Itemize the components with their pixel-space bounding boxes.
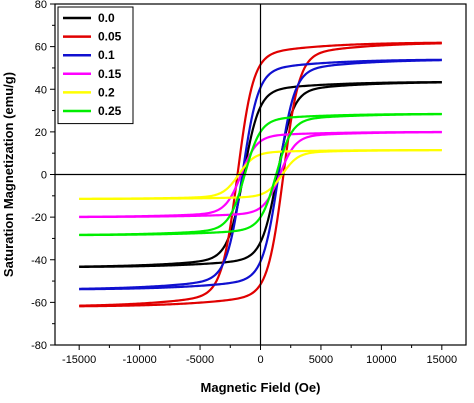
y-tick-label: 0 — [41, 170, 47, 182]
x-tick-label: -15000 — [62, 354, 96, 366]
y-tick-label: 60 — [35, 42, 47, 54]
y-tick-label: -80 — [31, 340, 47, 352]
legend-label: 0.15 — [98, 67, 122, 81]
legend-label: 0.25 — [98, 104, 122, 118]
y-axis-title: Saturation Magnetization (emu/g) — [1, 72, 16, 277]
y-tick-label: -60 — [31, 297, 47, 309]
legend-box — [57, 6, 134, 125]
x-tick-label: 10000 — [366, 354, 397, 366]
y-tick-label: 20 — [35, 127, 47, 139]
x-tick-label: -10000 — [122, 354, 156, 366]
axes-layer: -15000 -10000 -5000 0 5000 10000 15000 -80 -60 -4… — [31, 0, 467, 366]
legend-label: 0.2 — [98, 85, 115, 99]
y-tick-label: -20 — [31, 212, 47, 224]
legend-label: 0.05 — [98, 30, 122, 44]
legend-label: 0.1 — [98, 48, 115, 62]
x-tick-label: 15000 — [427, 354, 458, 366]
y-tick-label: 40 — [35, 84, 47, 96]
legend: 0.0 0.05 0.1 0.15 0.2 0.25 — [57, 6, 134, 125]
x-tick-label: -5000 — [186, 354, 214, 366]
legend-label: 0.0 — [98, 11, 115, 25]
x-tick-label: 5000 — [309, 354, 333, 366]
x-tick-label: 0 — [257, 354, 263, 366]
x-axis-title: Magnetic Field (Oe) — [201, 380, 321, 395]
y-tick-label: -40 — [31, 255, 47, 267]
y-tick-label: 80 — [35, 0, 47, 11]
